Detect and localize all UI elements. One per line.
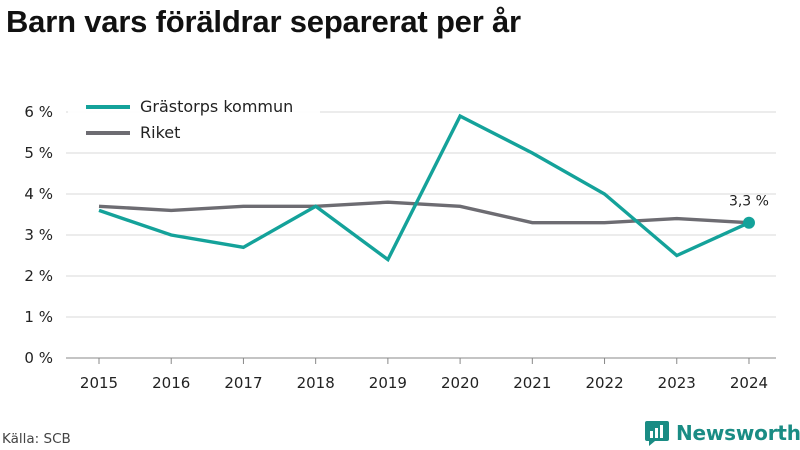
y-axis: 0 % 1 % 2 % 3 % 4 % 5 % 6 %: [24, 103, 53, 367]
x-tick-label: 2019: [369, 374, 407, 392]
endpoint-label: 3,3 %: [729, 194, 769, 210]
x-tick-label: 2017: [224, 374, 262, 392]
legend-label: Riket: [140, 123, 180, 142]
y-tick-label: 6 %: [24, 103, 53, 121]
y-tick-label: 1 %: [24, 308, 53, 326]
x-tick-label: 2015: [80, 374, 118, 392]
legend: Grästorps kommun Riket: [68, 96, 320, 152]
series-layer: [98, 113, 750, 263]
x-tick-label: 2018: [297, 374, 335, 392]
endpoint-marker: [742, 216, 755, 229]
y-tick-label: 0 %: [24, 349, 53, 367]
grid-layer: [66, 111, 776, 359]
brand-name: Newsworthy: [676, 421, 800, 445]
x-tick-label: 2024: [730, 374, 768, 392]
series-line: [98, 200, 750, 225]
x-tick-label: 2016: [152, 374, 190, 392]
y-tick-label: 3 %: [24, 226, 53, 244]
source-note: Källa: SCB: [2, 431, 71, 447]
x-tick-label: 2023: [658, 374, 696, 392]
y-tick-label: 2 %: [24, 267, 53, 285]
x-tick-label: 2022: [585, 374, 623, 392]
x-tick-label: 2020: [441, 374, 479, 392]
newsworthy-logo-icon: [645, 421, 669, 446]
series-line: [98, 113, 750, 263]
y-tick-label: 5 %: [24, 144, 53, 162]
y-tick-label: 4 %: [24, 185, 53, 203]
brand[interactable]: Newsworthy: [644, 419, 800, 447]
x-tick-label: 2021: [513, 374, 551, 392]
x-axis: 2015 2016 2017 2018 2019 2020 2021 2022 2023 2024: [80, 358, 768, 392]
chart-title: Barn vars föräldrar separerat per år: [6, 4, 521, 39]
legend-label: Grästorps kommun: [140, 97, 293, 116]
annotation-layer: 3,3 %: [729, 194, 769, 229]
